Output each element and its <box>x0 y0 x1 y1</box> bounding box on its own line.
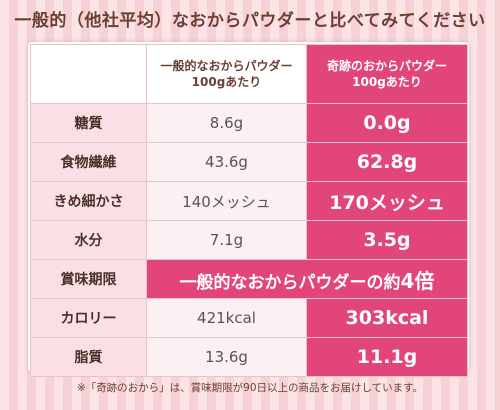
row-label-fineness: きめ細かさ <box>30 181 147 221</box>
miracle-value-moisture: 3.5g <box>306 220 468 260</box>
header-generic-unit: 100gあたり <box>191 75 262 89</box>
shelf-life-prefix: 一般的なおからパウダーの約 <box>179 272 401 293</box>
row-label-sugar: 糖質 <box>30 103 147 143</box>
header-generic: 一般的なおからパウダー 100gあたり <box>146 44 307 104</box>
row-label-fiber: 食物繊維 <box>30 142 147 182</box>
header-miracle: 奇跡のおからパウダー 100gあたり <box>306 44 468 104</box>
table-row: 食物繊維 43.6g 62.8g <box>30 142 468 182</box>
miracle-value-calories: 303kcal <box>306 298 468 338</box>
generic-value-fat: 13.6g <box>146 337 307 377</box>
header-generic-name: 一般的なおからパウダー <box>160 59 293 73</box>
generic-value-fiber: 43.6g <box>146 142 307 182</box>
generic-value-moisture: 7.1g <box>146 220 307 260</box>
table-header-row: 一般的なおからパウダー 100gあたり 奇跡のおからパウダー 100gあたり <box>30 44 468 104</box>
row-label-calories: カロリー <box>30 298 147 338</box>
table-row: 賞味期限 一般的なおからパウダーの約4倍 <box>30 259 468 299</box>
miracle-value-fat: 11.1g <box>306 337 468 377</box>
shelf-life-multiplier: 4倍 <box>400 268 435 293</box>
table-row: 脂質 13.6g 11.1g <box>30 337 468 377</box>
row-label-moisture: 水分 <box>30 220 147 260</box>
generic-value-sugar: 8.6g <box>146 103 307 143</box>
miracle-value-sugar: 0.0g <box>306 103 468 143</box>
miracle-value-fineness: 170メッシュ <box>306 181 468 221</box>
row-label-fat: 脂質 <box>30 337 147 377</box>
miracle-value-fiber: 62.8g <box>306 142 468 182</box>
table-row: きめ細かさ 140メッシュ 170メッシュ <box>30 181 468 221</box>
header-blank-cell <box>30 44 147 104</box>
comparison-table: 一般的なおからパウダー 100gあたり 奇跡のおからパウダー 100gあたり 糖… <box>30 44 468 377</box>
footnote: ※「奇跡のおから」は、賞味期限が90日以上の商品をお届けしています。 <box>76 382 424 394</box>
table-row: 水分 7.1g 3.5g <box>30 220 468 260</box>
page-title: 一般的（他社平均）なおからパウダーと比べてみてください <box>14 11 486 31</box>
header-miracle-name: 奇跡のおからパウダー <box>326 59 447 73</box>
generic-value-calories: 421kcal <box>146 298 307 338</box>
row-label-shelf-life: 賞味期限 <box>30 259 147 299</box>
table-row: カロリー 421kcal 303kcal <box>30 298 468 338</box>
generic-value-fineness: 140メッシュ <box>146 181 307 221</box>
header-miracle-unit: 100gあたり <box>352 75 422 89</box>
shelf-life-comparison: 一般的なおからパウダーの約4倍 <box>146 259 468 299</box>
table-row: 糖質 8.6g 0.0g <box>30 103 468 143</box>
